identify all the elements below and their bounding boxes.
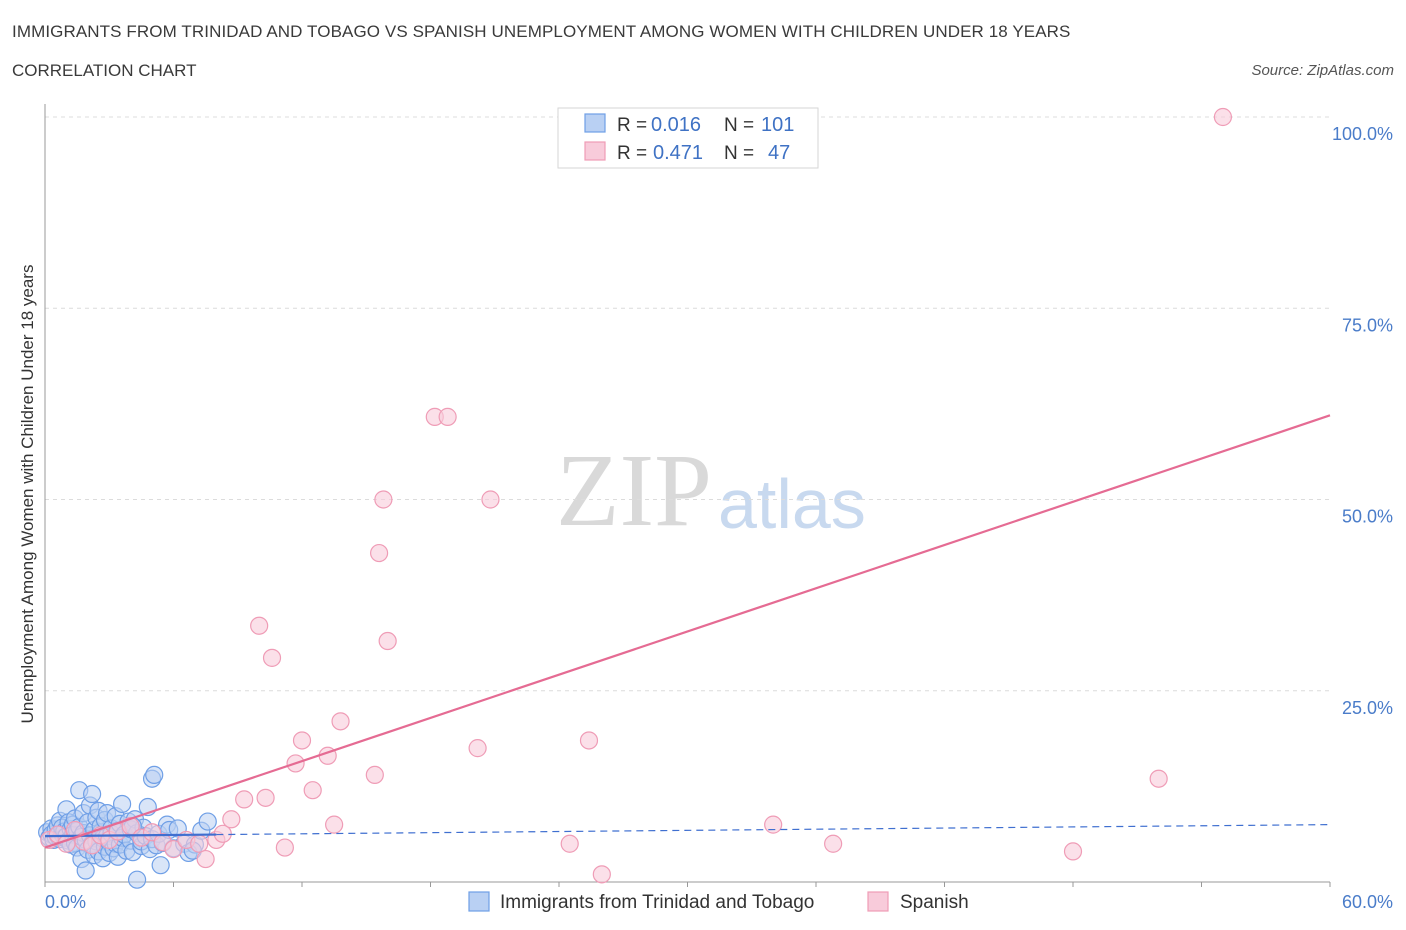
legend-r-value-2: 0.471 [653, 142, 703, 164]
legend-n-value-1: 101 [761, 114, 794, 136]
top-legend: R = 0.016 N = 101 R = 0.471 N = 47 [557, 107, 819, 169]
y-tick-label-3: 100.0% [1332, 124, 1393, 144]
y-tick-labels: 25.0% 50.0% 75.0% 100.0% [1332, 124, 1393, 718]
spanish-point-22 [256, 788, 275, 807]
watermark-atlas: atlas [718, 465, 866, 543]
legend-r-label-2: R = [617, 143, 647, 164]
legend-swatch-trinidad [584, 113, 606, 133]
spanish-point-19 [222, 810, 241, 829]
legend-r-label-1: R = [617, 115, 647, 136]
spanish-point-40 [579, 731, 599, 750]
spanish-point-45 [1063, 842, 1083, 861]
spanish-point-16 [196, 849, 215, 869]
spanish-point-13 [164, 840, 183, 859]
spanish-point-33 [374, 490, 393, 509]
y-tick-label-1: 50.0% [1342, 507, 1393, 527]
trinidad-point-76 [127, 870, 147, 889]
spanish-point-43 [764, 815, 783, 834]
legend-n-label-2: N = [724, 143, 754, 164]
spanish-point-44 [824, 834, 843, 853]
trinidad-point-85 [145, 765, 164, 785]
trinidad-point-98 [198, 812, 217, 831]
x-tick-labels: 0.0% 60.0% [45, 892, 1393, 912]
spanish-point-20 [235, 790, 254, 809]
spanish-point-41 [592, 865, 611, 884]
spanish-point-29 [325, 815, 344, 834]
spanish-trend-line [44, 414, 1331, 849]
chart-subtitle: CORRELATION CHART [12, 61, 197, 80]
spanish-point-30 [331, 712, 350, 731]
y-axis-label: Unemployment Among Women with Children U… [18, 265, 37, 724]
trinidad-point-88 [151, 856, 170, 875]
trinidad-point-40 [83, 784, 102, 804]
y-tick-label-0: 25.0% [1342, 698, 1393, 718]
spanish-point-47 [1213, 107, 1233, 127]
spanish-point-36 [438, 407, 457, 426]
trinidad-point-34 [76, 861, 95, 880]
spanish-point-15 [190, 834, 209, 853]
spanish-point-32 [370, 543, 389, 563]
spanish-point-34 [378, 631, 397, 651]
y-tick-label-2: 75.0% [1342, 315, 1393, 335]
spanish-point-26 [292, 731, 312, 750]
spanish-point-37 [468, 739, 487, 758]
legend-swatch-spanish [584, 141, 606, 161]
spanish-point-38 [481, 490, 500, 509]
gridlines [45, 116, 1330, 692]
axes [44, 104, 1331, 887]
chart-source: Source: ZipAtlas.com [1251, 62, 1394, 79]
trinidad-point-67 [112, 794, 132, 814]
spanish-point-21 [250, 616, 269, 635]
x-tick-label-max: 60.0% [1342, 892, 1393, 912]
watermark: ZIP atlas [556, 433, 866, 548]
trend-lines [44, 414, 1331, 849]
bottom-legend: Immigrants from Trinidad and Tobago Span… [468, 891, 969, 913]
legend-r-value-1: 0.016 [651, 114, 701, 136]
chart-title: IMMIGRANTS FROM TRINIDAD AND TOBAGO VS S… [12, 22, 1071, 41]
x-tick-label-min: 0.0% [45, 892, 86, 912]
watermark-zip: ZIP [556, 433, 712, 548]
spanish-point-31 [365, 765, 384, 785]
spanish-point-46 [1149, 769, 1168, 788]
spanish-point-23 [262, 648, 282, 667]
bottom-legend-swatch-trinidad [468, 891, 490, 912]
bottom-legend-label-spanish: Spanish [900, 892, 969, 913]
trinidad-trend-dashed [216, 824, 1331, 836]
legend-n-value-2: 47 [768, 142, 790, 164]
spanish-point-27 [303, 781, 322, 800]
spanish-point-39 [560, 834, 579, 853]
legend-n-label-1: N = [724, 115, 754, 136]
trinidad-trend-solid [44, 833, 217, 838]
spanish-point-24 [275, 838, 294, 857]
bottom-legend-label-trinidad: Immigrants from Trinidad and Tobago [500, 892, 814, 913]
bottom-legend-swatch-spanish [867, 891, 889, 912]
